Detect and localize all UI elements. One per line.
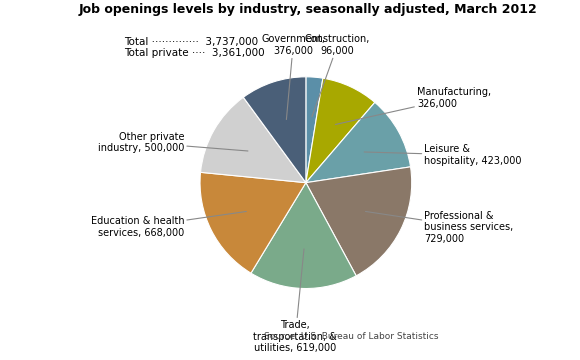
Wedge shape bbox=[201, 97, 306, 183]
Text: Leisure &
hospitality, 423,000: Leisure & hospitality, 423,000 bbox=[364, 144, 522, 166]
Wedge shape bbox=[306, 77, 323, 183]
Text: Construction,
96,000: Construction, 96,000 bbox=[305, 34, 370, 117]
Wedge shape bbox=[306, 102, 411, 183]
Text: Other private
industry, 500,000: Other private industry, 500,000 bbox=[98, 132, 248, 153]
Text: Total ··············  3,737,000
Total private ····  3,361,000: Total ·············· 3,737,000 Total pri… bbox=[124, 37, 264, 58]
Wedge shape bbox=[200, 172, 306, 273]
Wedge shape bbox=[251, 183, 356, 288]
Text: Professional &
business services,
729,000: Professional & business services, 729,00… bbox=[365, 211, 514, 244]
Wedge shape bbox=[306, 167, 412, 276]
Wedge shape bbox=[306, 78, 375, 183]
Wedge shape bbox=[244, 77, 306, 183]
Text: Government,
376,000: Government, 376,000 bbox=[261, 34, 325, 120]
Text: Manufacturing,
326,000: Manufacturing, 326,000 bbox=[335, 87, 491, 125]
Text: Education & health
services, 668,000: Education & health services, 668,000 bbox=[90, 211, 246, 238]
Text: Trade,
transportation, &
utilities, 619,000: Trade, transportation, & utilities, 619,… bbox=[253, 249, 337, 354]
Title: Job openings levels by industry, seasonally adjusted, March 2012: Job openings levels by industry, seasona… bbox=[79, 3, 538, 16]
Text: Source: U.S. Bureau of Labor Statistics: Source: U.S. Bureau of Labor Statistics bbox=[264, 332, 438, 341]
